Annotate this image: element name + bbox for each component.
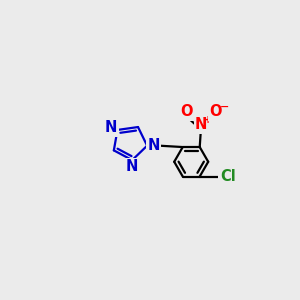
- Text: Cl: Cl: [220, 169, 236, 184]
- Text: −: −: [220, 101, 229, 111]
- Text: O: O: [210, 104, 222, 119]
- Text: +: +: [204, 115, 212, 125]
- Text: N: N: [195, 118, 207, 133]
- Text: N: N: [126, 159, 138, 174]
- Text: N: N: [105, 120, 117, 135]
- Text: N: N: [147, 138, 160, 153]
- Text: O: O: [180, 104, 193, 119]
